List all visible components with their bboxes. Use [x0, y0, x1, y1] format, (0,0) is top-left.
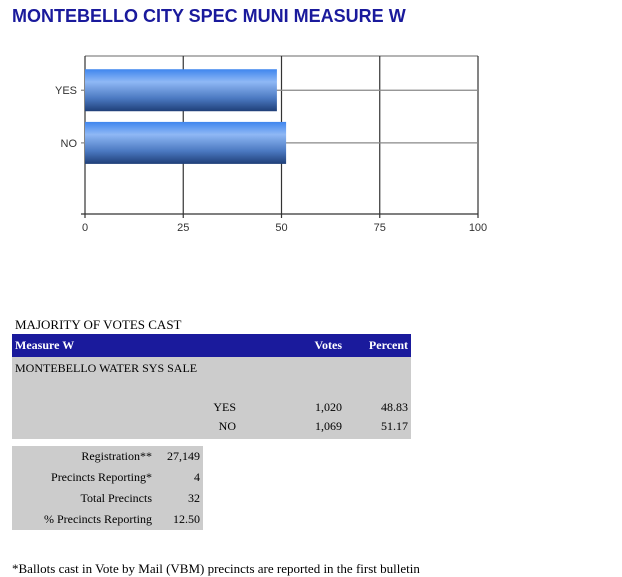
header-votes: Votes [239, 334, 345, 357]
measure-name: MONTEBELLO WATER SYS SALE [15, 361, 198, 375]
stat-label: Registration** [81, 448, 152, 463]
stat-row: Registration** 27,149 [12, 446, 203, 467]
table-caption: MAJORITY OF VOTES CAST [15, 317, 182, 332]
choice-label: NO [218, 419, 236, 433]
x-tick-label: 75 [374, 222, 386, 234]
y-tick-label: NO [61, 138, 78, 150]
stat-row: % Precincts Reporting 12.50 [12, 509, 203, 530]
results-header-row: Measure W Votes Percent [12, 334, 411, 357]
measure-name-row: MONTEBELLO WATER SYS SALE [12, 357, 411, 396]
footnote: *Ballots cast in Vote by Mail (VBM) prec… [12, 561, 420, 576]
stat-value: 32 [188, 490, 200, 505]
results-table: Measure W Votes Percent MONTEBELLO WATER… [12, 334, 411, 439]
x-tick-label: 100 [469, 222, 487, 234]
stat-row: Total Precincts 32 [12, 488, 203, 509]
choice-label: YES [213, 400, 236, 414]
y-tick-label: YES [55, 85, 77, 97]
stat-label: Total Precincts [80, 490, 152, 505]
results-bar-chart: 0 25 50 75 100 YES NO [55, 55, 487, 234]
votes-value: 1,020 [315, 400, 342, 414]
x-tick-label: 25 [177, 222, 189, 234]
x-tick-label: 50 [275, 222, 287, 234]
stat-value: 27,149 [167, 448, 200, 463]
page-title: MONTEBELLO CITY SPEC MUNI MEASURE W [12, 6, 406, 26]
table-row: YES 1,020 48.83 [12, 396, 411, 416]
precinct-stats-table: Registration** 27,149 Precincts Reporting… [12, 446, 203, 530]
header-percent: Percent [345, 334, 411, 357]
stat-value: 4 [194, 469, 200, 484]
table-row: NO 1,069 51.17 [12, 416, 411, 439]
percent-value: 51.17 [381, 419, 408, 433]
stat-value: 12.50 [173, 511, 200, 526]
stat-label: % Precincts Reporting [44, 511, 152, 526]
x-tick-label: 0 [82, 222, 88, 234]
stat-row: Precincts Reporting* 4 [12, 467, 203, 488]
percent-value: 48.83 [381, 400, 408, 414]
stat-label: Precincts Reporting* [51, 469, 152, 484]
bar-no [85, 121, 287, 164]
header-measure: Measure W [12, 334, 128, 357]
bar-yes [85, 69, 277, 112]
votes-value: 1,069 [315, 419, 342, 433]
